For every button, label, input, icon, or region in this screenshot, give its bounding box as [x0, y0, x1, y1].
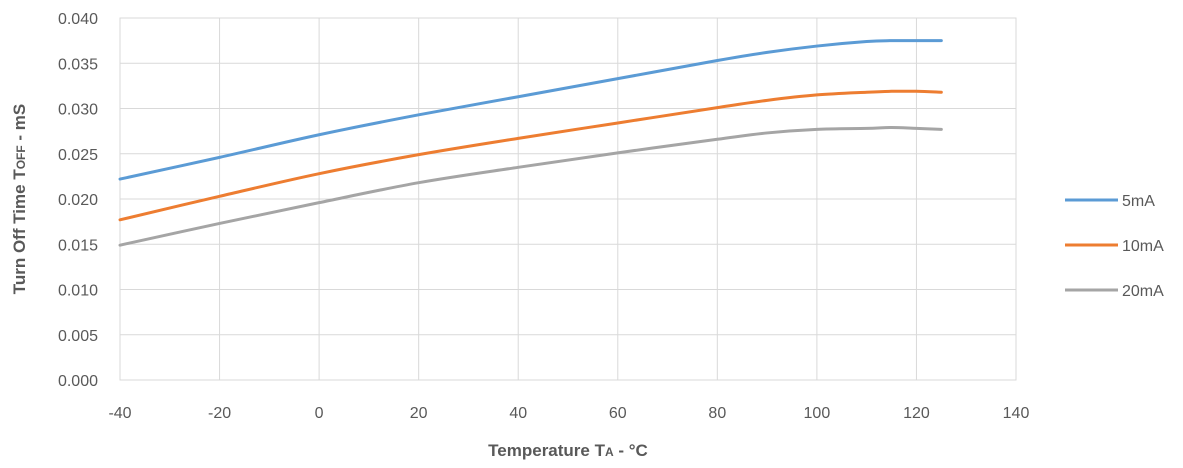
- data-series: [118, 39, 943, 247]
- y-tick-label: 0.010: [58, 283, 98, 300]
- series-line-20mA: [118, 126, 943, 247]
- x-tick-label: 20: [410, 405, 428, 422]
- x-tick-label: 0: [315, 405, 324, 422]
- y-tick-label: 0.025: [58, 147, 98, 164]
- y-tick-label: 0.035: [58, 56, 98, 73]
- x-tick-label: 100: [804, 405, 831, 422]
- y-axis-title: Turn Off Time TOFF - mS: [10, 104, 29, 295]
- x-tick-label: 140: [1003, 405, 1030, 422]
- x-tick-label: -40: [108, 405, 131, 422]
- series-line-5mA: [118, 39, 943, 181]
- y-tick-label: 0.020: [58, 192, 98, 209]
- legend-label: 10mA: [1122, 238, 1164, 255]
- x-tick-label: 60: [609, 405, 627, 422]
- legend-label: 20mA: [1122, 283, 1164, 300]
- plot-area: [119, 17, 1017, 381]
- x-tick-label: 120: [903, 405, 930, 422]
- y-tick-label: 0.030: [58, 102, 98, 119]
- series-line-10mA: [118, 89, 943, 222]
- y-tick-label: 0.015: [58, 237, 98, 254]
- y-axis-ticks: 0.040 0.035 0.030 0.025 0.020 0.015 0.010 0.005…: [58, 11, 98, 390]
- legend-label: 5mA: [1122, 193, 1155, 210]
- x-axis-ticks: -40 -20 0 20 40 60 80 100 120 140: [108, 405, 1029, 422]
- y-tick-label: 0.040: [58, 11, 98, 28]
- x-tick-label: 80: [708, 405, 726, 422]
- x-tick-label: -20: [208, 405, 231, 422]
- legend: 5mA 10mA 20mA: [1065, 193, 1164, 300]
- y-tick-label: 0.000: [58, 373, 98, 390]
- y-tick-label: 0.005: [58, 328, 98, 345]
- x-tick-label: 40: [509, 405, 527, 422]
- x-axis-title: Temperature TA - °C: [488, 441, 648, 460]
